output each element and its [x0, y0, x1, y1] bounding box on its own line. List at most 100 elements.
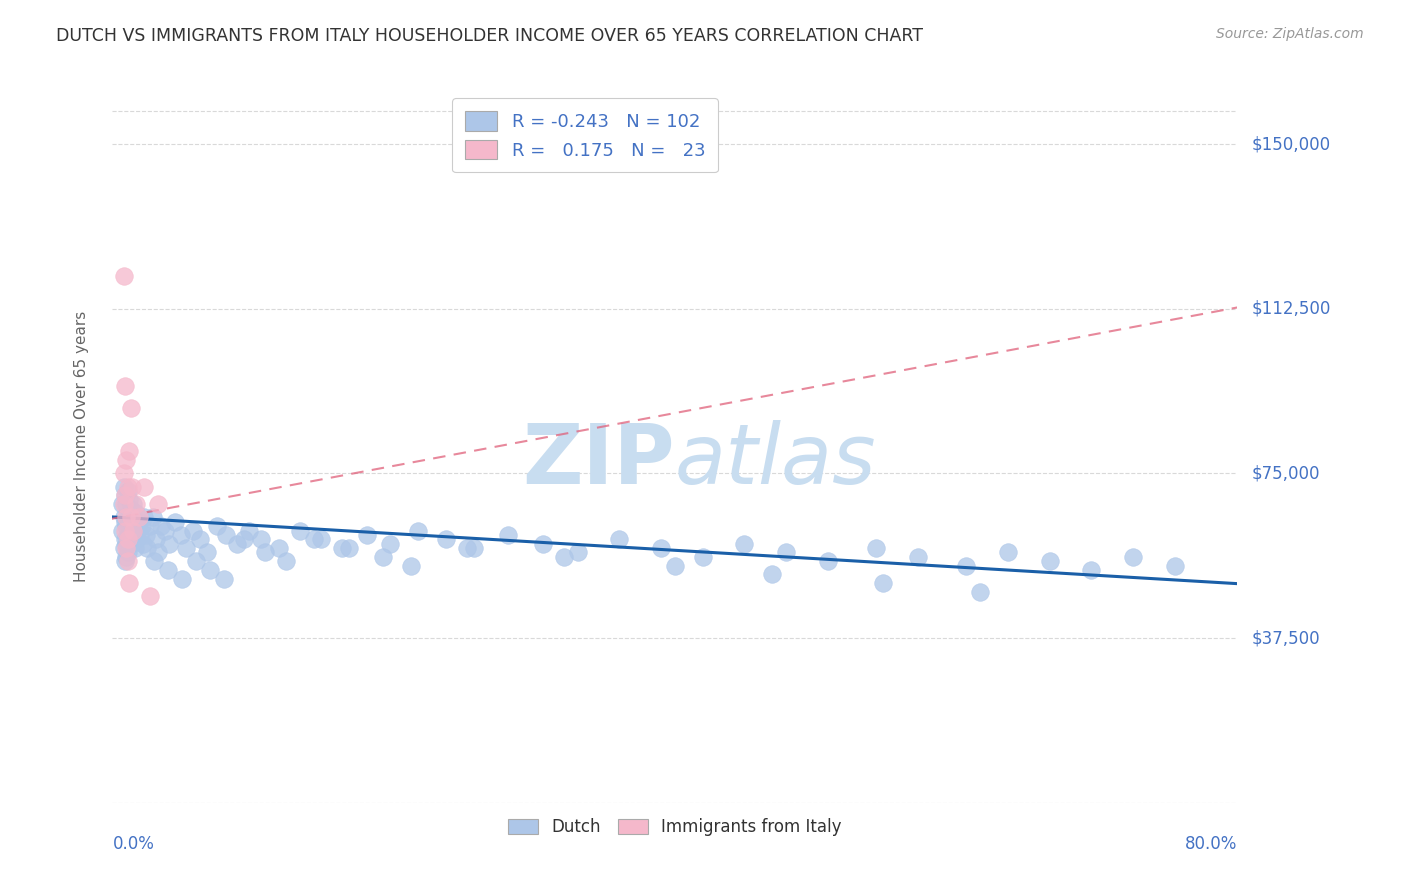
Text: $112,500: $112,500 — [1251, 300, 1330, 318]
Point — [112, 268, 135, 283]
Point — [122, 524, 145, 538]
Point — [163, 515, 186, 529]
Point — [865, 541, 887, 555]
Point — [150, 519, 173, 533]
Point — [184, 554, 207, 568]
Point — [567, 545, 589, 559]
Point — [456, 541, 478, 555]
Point — [775, 545, 797, 559]
Point — [195, 545, 218, 559]
Point — [118, 492, 141, 507]
Point — [139, 519, 162, 533]
Point — [1122, 549, 1144, 564]
Point — [380, 537, 402, 551]
Point — [692, 549, 714, 564]
Point — [122, 497, 145, 511]
Point — [238, 524, 260, 538]
Point — [399, 558, 422, 573]
Point — [114, 554, 136, 568]
Point — [120, 401, 142, 415]
Point — [120, 537, 142, 551]
Point — [136, 541, 159, 555]
Point — [111, 524, 134, 538]
Point — [145, 533, 167, 547]
Point — [114, 488, 136, 502]
Point — [170, 572, 193, 586]
Point — [115, 549, 138, 564]
Point — [143, 554, 166, 568]
Point — [120, 519, 142, 533]
Point — [607, 533, 630, 547]
Point — [1039, 554, 1062, 568]
Point — [254, 545, 277, 559]
Point — [112, 467, 135, 481]
Point — [463, 541, 485, 555]
Point — [124, 524, 146, 538]
Point — [309, 533, 332, 547]
Point — [115, 497, 138, 511]
Point — [817, 554, 839, 568]
Point — [226, 537, 249, 551]
Point — [131, 519, 153, 533]
Point — [117, 480, 139, 494]
Point — [174, 541, 197, 555]
Text: DUTCH VS IMMIGRANTS FROM ITALY HOUSEHOLDER INCOME OVER 65 YEARS CORRELATION CHAR: DUTCH VS IMMIGRANTS FROM ITALY HOUSEHOLD… — [56, 27, 924, 45]
Text: $75,000: $75,000 — [1251, 465, 1320, 483]
Point — [121, 528, 143, 542]
Text: ZIP: ZIP — [523, 420, 675, 500]
Point — [114, 533, 136, 547]
Point — [274, 554, 297, 568]
Point — [118, 515, 141, 529]
Point — [134, 510, 156, 524]
Point — [269, 541, 291, 555]
Point — [117, 483, 139, 498]
Point — [761, 567, 783, 582]
Point — [157, 563, 180, 577]
Point — [114, 524, 136, 538]
Point — [148, 545, 170, 559]
Point — [233, 533, 256, 547]
Point — [118, 533, 141, 547]
Point — [117, 545, 139, 559]
Point — [118, 576, 141, 591]
Y-axis label: Householder Income Over 65 years: Householder Income Over 65 years — [75, 310, 89, 582]
Point — [132, 537, 155, 551]
Point — [115, 537, 138, 551]
Point — [188, 533, 211, 547]
Text: 0.0%: 0.0% — [112, 835, 155, 853]
Point — [650, 541, 672, 555]
Point — [139, 590, 162, 604]
Point — [114, 378, 136, 392]
Point — [337, 541, 360, 555]
Point — [330, 541, 353, 555]
Point — [115, 453, 138, 467]
Point — [125, 497, 148, 511]
Point — [205, 519, 228, 533]
Point — [115, 519, 138, 533]
Text: Source: ZipAtlas.com: Source: ZipAtlas.com — [1216, 27, 1364, 41]
Point — [496, 528, 519, 542]
Point — [1080, 563, 1102, 577]
Text: $37,500: $37,500 — [1251, 629, 1320, 647]
Point — [127, 533, 149, 547]
Text: 80.0%: 80.0% — [1185, 835, 1237, 853]
Point — [115, 510, 138, 524]
Point — [212, 572, 235, 586]
Point — [125, 506, 148, 520]
Point — [112, 541, 135, 555]
Point — [121, 480, 143, 494]
Text: $150,000: $150,000 — [1251, 135, 1330, 153]
Point — [117, 554, 139, 568]
Point — [115, 541, 138, 555]
Point — [112, 480, 135, 494]
Point — [120, 501, 142, 516]
Point — [134, 480, 156, 494]
Point — [114, 515, 136, 529]
Point — [117, 510, 139, 524]
Point — [155, 524, 177, 538]
Point — [129, 528, 152, 542]
Text: atlas: atlas — [675, 420, 876, 500]
Point — [181, 524, 204, 538]
Point — [135, 528, 157, 542]
Point — [121, 510, 143, 524]
